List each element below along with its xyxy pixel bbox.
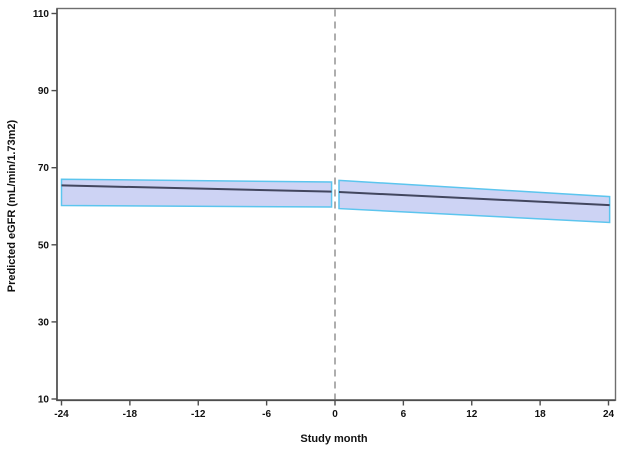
x-tick-label: 6 bbox=[401, 409, 407, 420]
x-tick-label: 24 bbox=[603, 409, 615, 420]
y-tick-label: 50 bbox=[38, 240, 50, 251]
y-tick-label: 10 bbox=[38, 395, 50, 406]
y-tick-label: 70 bbox=[38, 163, 50, 174]
y-axis-title: Predicted eGFR (mL/min/1.73m2) bbox=[6, 119, 18, 293]
x-tick-label: -24 bbox=[54, 409, 69, 420]
mean-line-pre-baseline-predicted-egfr bbox=[61, 184, 332, 193]
mean-line-post-baseline-predicted-egfr bbox=[338, 190, 610, 207]
y-tick-label: 30 bbox=[38, 317, 50, 328]
y-tick-label: 90 bbox=[38, 86, 50, 97]
x-tick-label: 18 bbox=[535, 409, 547, 420]
x-tick-label: 12 bbox=[466, 409, 478, 420]
confidence-band-pre-baseline-predicted-egfr bbox=[60, 178, 333, 208]
x-tick-label: 0 bbox=[332, 409, 338, 420]
x-tick-label: -12 bbox=[191, 409, 206, 420]
confidence-band-post-baseline-predicted-egfr bbox=[338, 179, 611, 224]
x-tick-label: -18 bbox=[123, 409, 138, 420]
x-axis-title: Study month bbox=[300, 433, 368, 445]
x-tick-label: -6 bbox=[262, 409, 271, 420]
y-tick-label: 110 bbox=[33, 9, 50, 20]
